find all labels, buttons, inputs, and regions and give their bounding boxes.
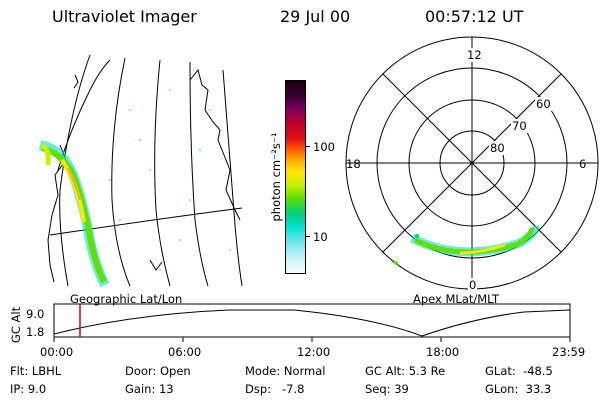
- altplot-y-top: 9.0: [26, 307, 45, 321]
- info-ip: IP: 9.0: [10, 382, 47, 396]
- info-gc-altitude: GC Alt: 5.3 Re: [365, 364, 446, 378]
- date-label: 29 Jul 00: [280, 7, 351, 26]
- mlt-label-12: 12: [466, 48, 483, 62]
- lat-label-60: 60: [535, 97, 552, 111]
- geographic-panel-label: Geographic Lat/Lon: [70, 292, 183, 306]
- color-scale-bar: [285, 80, 306, 274]
- info-dsp: Dsp: -7.8: [245, 382, 305, 396]
- polar-axis-diagonal-2: [382, 73, 562, 253]
- map-noise: [109, 89, 231, 271]
- polar-plot: [345, 36, 599, 290]
- info-gain: Gain: 13: [125, 382, 174, 396]
- altplot-frame: [53, 303, 571, 338]
- info-filter: Flt: LBHL: [10, 364, 62, 378]
- altplot-ylabel: GC Alt: [9, 306, 24, 344]
- mlt-label-6: 6: [579, 157, 587, 171]
- colorbar-unit-label: photon cm⁻²s⁻¹: [269, 132, 283, 222]
- altplot-y-bottom: 1.8: [26, 325, 45, 339]
- aurora-emission: [38, 140, 110, 288]
- info-mode: Mode: Normal: [245, 364, 326, 378]
- polar-aurora: [394, 225, 540, 265]
- info-glon: GLon: 33.3: [485, 382, 552, 396]
- mlt-label-18: 18: [346, 157, 361, 171]
- lat-label-80: 80: [489, 141, 506, 155]
- geographic-map: [38, 54, 243, 288]
- colorbar-label-100: 100: [313, 140, 335, 154]
- x-tick-1200: 12:00: [297, 345, 331, 359]
- x-tick-2359: 23:59: [552, 345, 586, 359]
- map-graticule: [49, 54, 243, 287]
- altitude-curve: [53, 309, 571, 337]
- x-tick-1800: 18:00: [426, 345, 460, 359]
- info-sequence: Seq: 39: [365, 382, 409, 396]
- time-label: 00:57:12 UT: [425, 7, 524, 26]
- colorbar-tick-10: [306, 236, 310, 237]
- mlt-label-0: 0: [468, 278, 478, 292]
- info-door: Door: Open: [125, 364, 191, 378]
- apex-panel-label: Apex MLat/MLT: [413, 292, 500, 306]
- info-glat: GLat: -48.5: [485, 364, 553, 378]
- colorbar-tick-100: [306, 146, 310, 147]
- app-title: Ultraviolet Imager: [52, 7, 197, 26]
- colorbar-label-10: 10: [313, 230, 328, 244]
- lat-label-70: 70: [511, 119, 528, 133]
- altitude-plot: [53, 303, 571, 342]
- x-tick-0000: 00:00: [40, 345, 74, 359]
- x-tick-0600: 06:00: [168, 345, 202, 359]
